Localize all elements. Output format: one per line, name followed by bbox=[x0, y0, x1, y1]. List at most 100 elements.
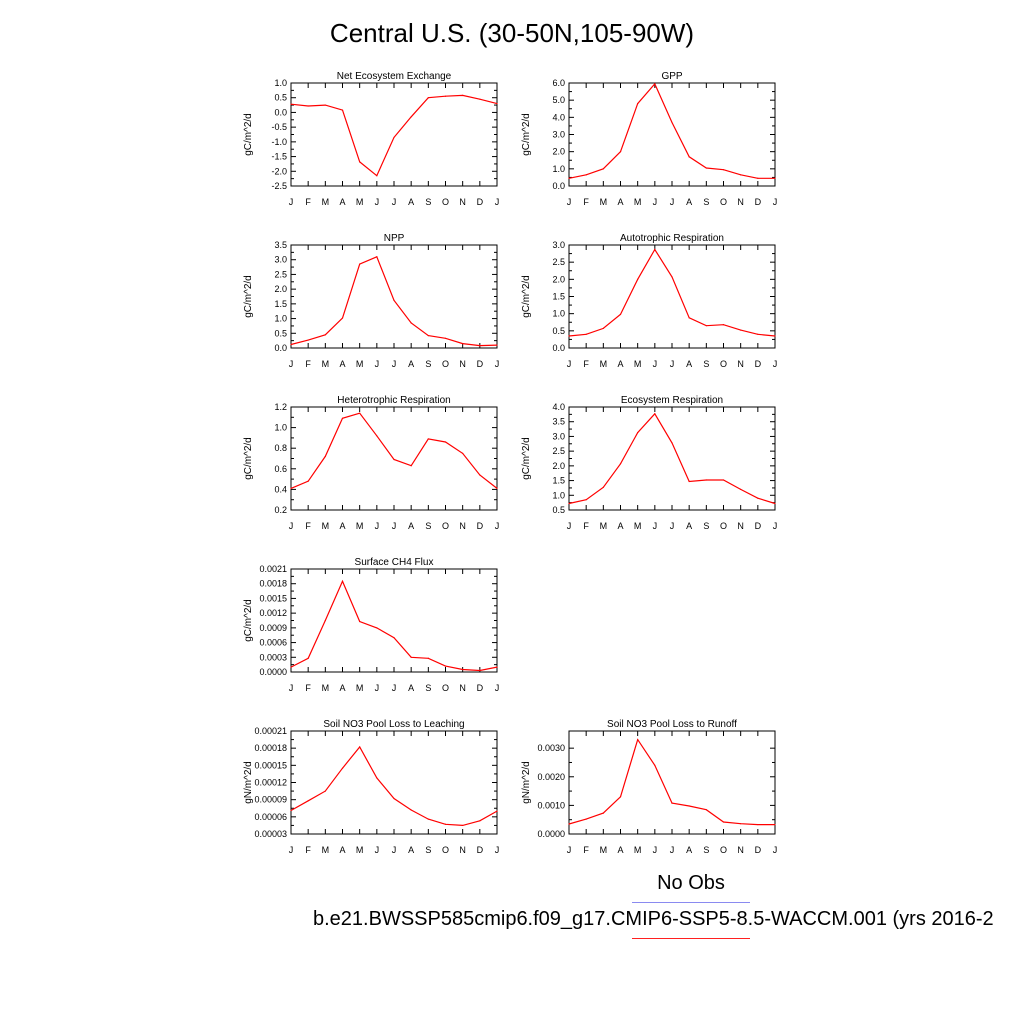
x-tick-label: M bbox=[322, 521, 330, 531]
data-point bbox=[393, 299, 395, 301]
data-point bbox=[637, 103, 639, 105]
x-tick-label: D bbox=[477, 197, 484, 207]
data-point bbox=[307, 800, 309, 802]
data-point bbox=[462, 342, 464, 345]
y-tick-label: 0.2 bbox=[274, 505, 287, 515]
y-tick-label: 1.5 bbox=[552, 476, 565, 486]
x-tick-label: O bbox=[442, 359, 449, 369]
x-tick-label: D bbox=[755, 197, 762, 207]
legend-model-label: b.e21.BWSSP585cmip6.f09_g17.CMIP6-SSP5-8… bbox=[313, 908, 994, 930]
y-tick-label: 0.5 bbox=[274, 328, 287, 338]
x-tick-label: A bbox=[339, 521, 345, 531]
data-point bbox=[722, 821, 725, 823]
x-tick-label: A bbox=[686, 359, 692, 369]
data-point bbox=[479, 474, 481, 476]
data-point bbox=[705, 809, 707, 811]
legend-obs-label: No Obs bbox=[657, 872, 725, 894]
x-tick-label: D bbox=[755, 521, 762, 531]
x-tick-label: M bbox=[600, 359, 608, 369]
series-line bbox=[568, 412, 776, 505]
data-point bbox=[479, 820, 481, 822]
x-tick-label: J bbox=[392, 521, 397, 531]
y-tick-label: 2.5 bbox=[274, 269, 287, 279]
data-point bbox=[757, 497, 759, 499]
data-point bbox=[757, 333, 759, 335]
x-tick-label: J bbox=[289, 359, 294, 369]
x-tick-label: O bbox=[442, 521, 449, 531]
data-point bbox=[619, 151, 622, 153]
x-tick-label: A bbox=[686, 197, 692, 207]
data-point bbox=[688, 480, 690, 483]
y-tick-label: 1.0 bbox=[552, 309, 565, 319]
y-tick-label: 3.0 bbox=[552, 240, 565, 250]
plot-frame bbox=[290, 82, 498, 187]
series-line bbox=[290, 256, 498, 347]
data-point bbox=[479, 345, 481, 347]
x-tick-label: O bbox=[720, 197, 727, 207]
data-point bbox=[444, 665, 447, 667]
x-tick-label: S bbox=[703, 359, 709, 369]
data-point bbox=[341, 767, 344, 769]
y-tick-label: 1.0 bbox=[552, 490, 565, 500]
y-tick-label: 1.0 bbox=[274, 78, 287, 88]
x-tick-label: N bbox=[737, 521, 744, 531]
data-point bbox=[393, 458, 395, 461]
data-point bbox=[307, 339, 309, 341]
x-tick-label: J bbox=[495, 197, 500, 207]
data-point bbox=[376, 175, 378, 177]
y-tick-label: 0.0 bbox=[552, 343, 565, 353]
data-point bbox=[410, 465, 412, 467]
chart-title: Autotrophic Respiration bbox=[620, 233, 724, 244]
data-point bbox=[671, 442, 673, 444]
x-tick-label: J bbox=[392, 845, 397, 855]
x-tick-label: J bbox=[392, 683, 397, 693]
plot-frame bbox=[290, 730, 498, 835]
x-tick-label: A bbox=[408, 845, 414, 855]
x-tick-label: J bbox=[653, 359, 658, 369]
data-point bbox=[376, 435, 378, 437]
chart-panel-5: Heterotrophic Respiration 1.2 1.0 0.8 0.6 0.4… bbox=[243, 395, 499, 531]
data-point bbox=[637, 432, 639, 434]
data-point bbox=[359, 263, 361, 265]
data-point bbox=[496, 810, 498, 812]
y-tick-label: 4.0 bbox=[552, 112, 565, 122]
x-tick-label: M bbox=[356, 845, 364, 855]
x-tick-label: F bbox=[583, 521, 589, 531]
chart-title: Soil NO3 Pool Loss to Runoff bbox=[607, 719, 737, 730]
chart-title: Ecosystem Respiration bbox=[621, 395, 723, 406]
y-axis-label: gN/m^2/d bbox=[243, 761, 254, 804]
data-point bbox=[568, 177, 570, 179]
x-tick-label: A bbox=[617, 521, 623, 531]
x-tick-label: J bbox=[289, 197, 294, 207]
x-tick-label: J bbox=[567, 845, 572, 855]
data-point bbox=[688, 805, 690, 807]
data-point bbox=[290, 103, 292, 105]
y-tick-label: 3.5 bbox=[274, 240, 287, 250]
x-tick-label: N bbox=[737, 845, 744, 855]
series-line bbox=[290, 412, 498, 489]
y-tick-label: -1.0 bbox=[271, 137, 287, 147]
data-point bbox=[705, 479, 707, 481]
x-tick-label: J bbox=[375, 845, 380, 855]
data-point bbox=[568, 502, 570, 505]
x-tick-label: J bbox=[653, 845, 658, 855]
page-title: Central U.S. (30-50N,105-90W) bbox=[329, 18, 695, 48]
x-tick-label: J bbox=[773, 845, 778, 855]
data-point bbox=[722, 169, 725, 171]
x-tick-label: J bbox=[495, 521, 500, 531]
data-point bbox=[757, 177, 759, 179]
x-tick-label: A bbox=[686, 845, 692, 855]
x-tick-label: J bbox=[670, 197, 675, 207]
plot-frame bbox=[290, 568, 498, 673]
y-tick-label: 0.0000 bbox=[537, 829, 565, 839]
x-tick-label: S bbox=[425, 197, 431, 207]
x-tick-label: J bbox=[653, 197, 658, 207]
y-tick-label: 0.0020 bbox=[537, 772, 565, 782]
x-tick-label: D bbox=[477, 359, 484, 369]
chart-title: Heterotrophic Respiration bbox=[337, 395, 450, 406]
x-tick-label: J bbox=[773, 359, 778, 369]
y-axis-label: gC/m^2/d bbox=[521, 113, 532, 156]
data-point bbox=[290, 666, 292, 668]
x-tick-label: A bbox=[339, 359, 345, 369]
